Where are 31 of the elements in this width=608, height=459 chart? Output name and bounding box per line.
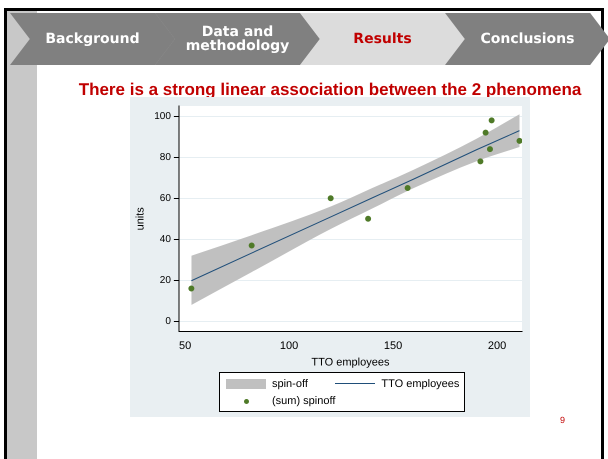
- y-tick-label: 60: [160, 193, 172, 204]
- point: [188, 286, 194, 292]
- x-tick-label: 150: [384, 340, 402, 352]
- point: [248, 242, 255, 248]
- y-tick-label: 80: [160, 152, 172, 164]
- x-tick-label: 100: [280, 340, 298, 352]
- y-tick-label: 100: [154, 111, 172, 122]
- x-tick-label: 50: [179, 340, 192, 352]
- chart-title: There is a strong linear association between the 2 phenomena: [78, 80, 582, 100]
- x-axis-title: TTO employees: [311, 356, 390, 368]
- point: [365, 216, 372, 222]
- y-tick-label: 20: [160, 275, 172, 286]
- point: [482, 130, 489, 136]
- text: Results: [300, 13, 465, 65]
- text: Conclusions: [445, 13, 608, 65]
- y-axis-title: units: [134, 206, 147, 230]
- y-tick-label: 40: [160, 234, 172, 246]
- point: [516, 138, 522, 144]
- y-tick-label: 0: [165, 316, 172, 328]
- point: [477, 158, 484, 164]
- point: [404, 185, 411, 192]
- text: spin-off: [272, 378, 308, 390]
- text: Background: [10, 13, 175, 65]
- x-tick-label: 200: [488, 340, 506, 352]
- text: 9: [560, 415, 566, 425]
- point: [486, 146, 493, 152]
- point: [328, 195, 334, 202]
- legend-label: TTO employees: [381, 378, 460, 390]
- legend-label: (sum) spinoff: [272, 394, 336, 406]
- text: Data and methodology: [155, 13, 320, 65]
- point: [488, 117, 495, 124]
